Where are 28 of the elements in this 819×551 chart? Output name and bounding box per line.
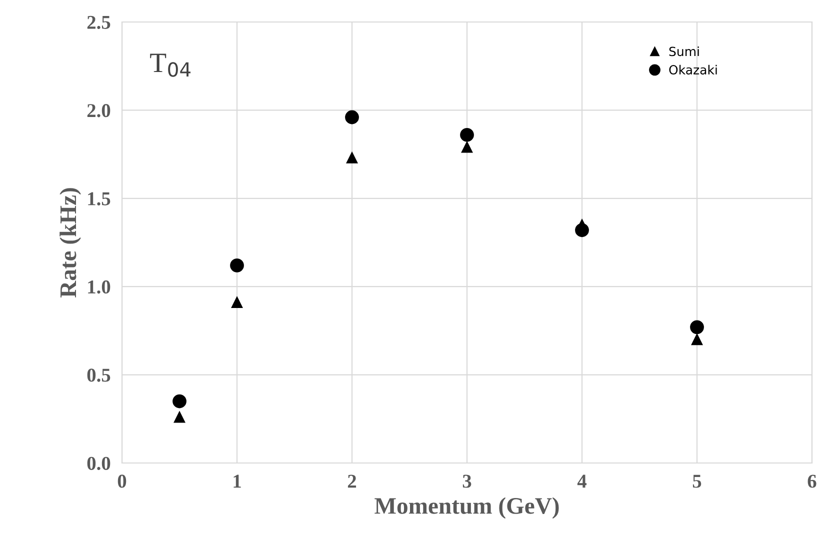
x-tick-label: 3 bbox=[462, 474, 472, 488]
annotation: T$_{04}$ bbox=[150, 54, 190, 77]
x-tick-label: 4 bbox=[577, 474, 586, 488]
point bbox=[345, 110, 359, 124]
point bbox=[690, 320, 704, 334]
point bbox=[231, 296, 243, 308]
point bbox=[460, 128, 474, 142]
x-tick-label: 0 bbox=[118, 474, 126, 488]
y-axis-title: Rate (kHz) bbox=[60, 188, 82, 298]
point bbox=[174, 412, 186, 423]
point bbox=[691, 334, 703, 346]
legend-label: Sumi bbox=[669, 46, 699, 56]
y-tick-label: 1.0 bbox=[88, 280, 110, 294]
x-axis-title: Momentum (GeV) bbox=[374, 497, 559, 519]
x-tick-label: 6 bbox=[808, 474, 816, 488]
point bbox=[172, 394, 186, 408]
legend-label: Okazaki bbox=[669, 64, 717, 75]
y-tick-label: 2.5 bbox=[87, 16, 110, 30]
x-tick-label: 1 bbox=[234, 474, 241, 488]
x-tick-label: 2 bbox=[348, 474, 356, 488]
y-tick-label: 1.5 bbox=[88, 192, 110, 206]
point bbox=[461, 142, 473, 153]
y-tick-label: 0.5 bbox=[87, 368, 110, 382]
point bbox=[346, 152, 358, 164]
point bbox=[230, 258, 244, 272]
y-tick-label: 0.0 bbox=[87, 456, 110, 470]
y-tick-label: 2.0 bbox=[87, 104, 110, 118]
x-tick-label: 5 bbox=[692, 474, 702, 488]
